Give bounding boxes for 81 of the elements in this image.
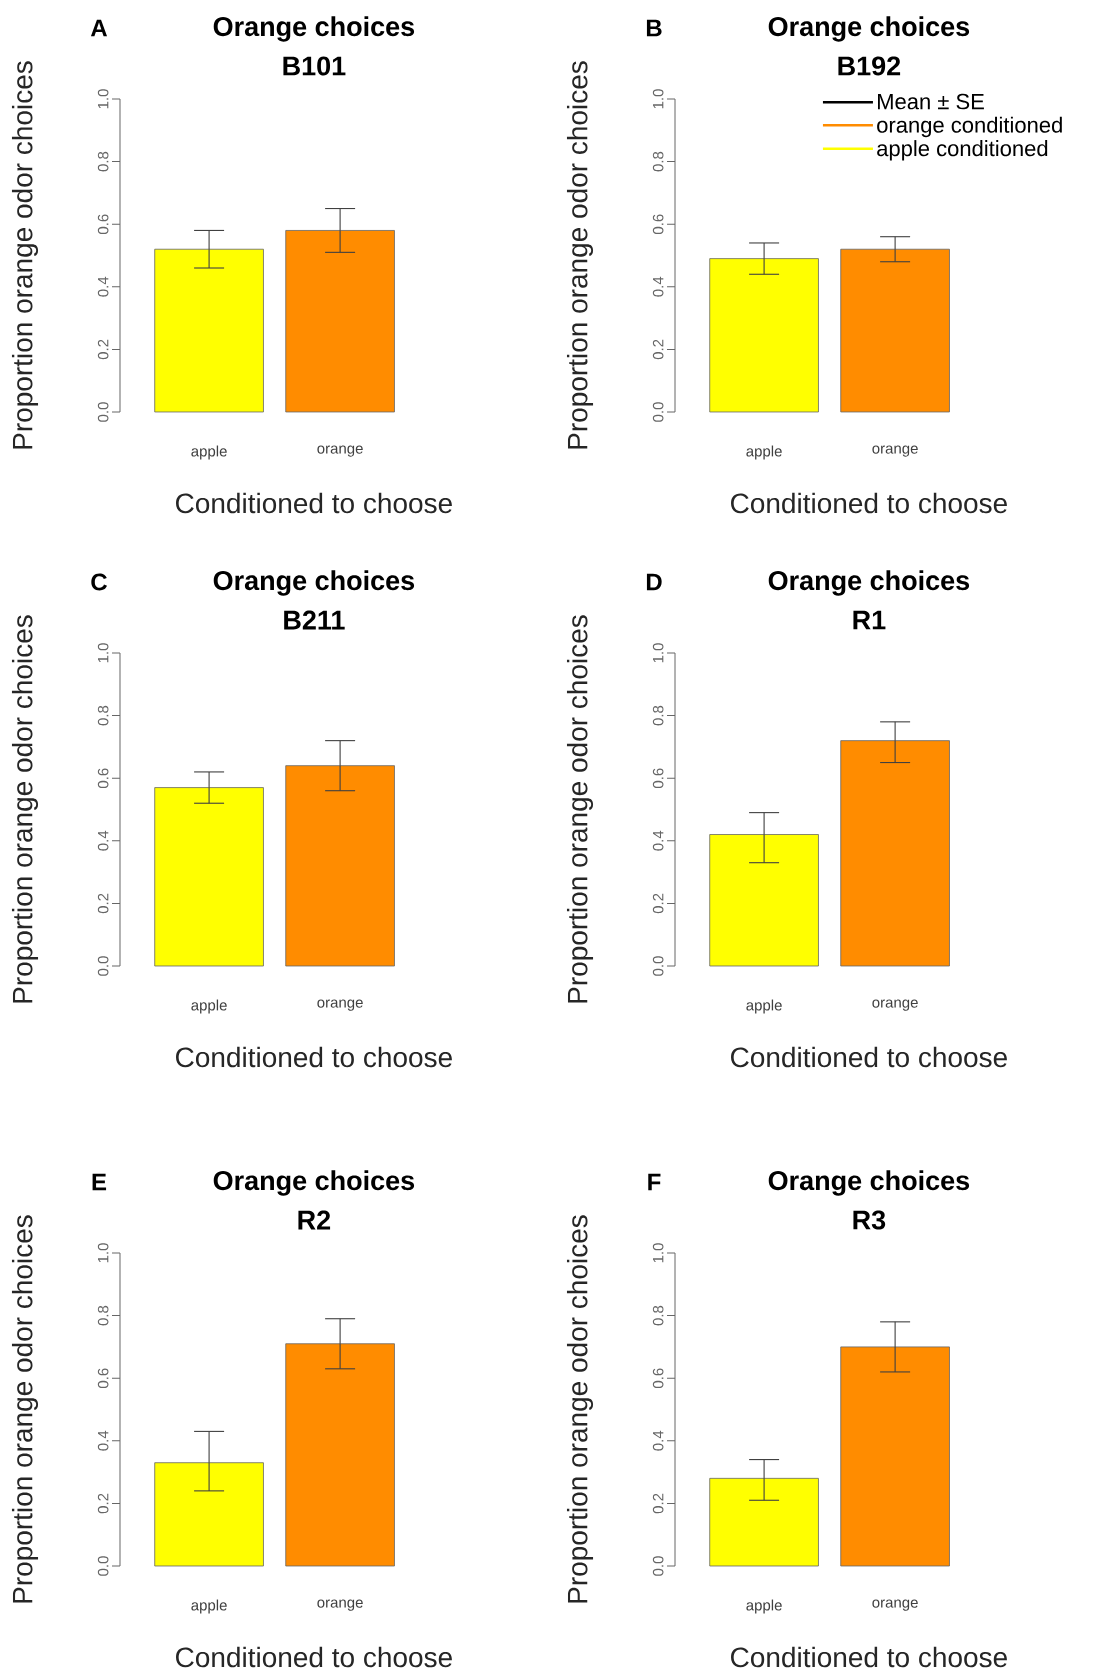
y-tick-label: 1.0 bbox=[97, 89, 109, 109]
y-tick-label: 0.0 bbox=[97, 402, 109, 422]
x-tick-label: apple bbox=[746, 1599, 782, 1614]
x-tick-label: orange bbox=[317, 999, 363, 1011]
chart-title: Orange choices bbox=[768, 16, 970, 42]
y-tick-label: 0.8 bbox=[97, 151, 109, 172]
chart-subtitle: B101 bbox=[283, 56, 346, 76]
x-tick-label: apple bbox=[191, 999, 227, 1014]
x-tick-label: orange bbox=[317, 1599, 363, 1611]
y-tick-label: 0.4 bbox=[652, 830, 664, 851]
text: F bbox=[648, 1173, 661, 1191]
x-axis-title: Conditioned to choose bbox=[731, 492, 1007, 514]
y-tick-label: 0.0 bbox=[97, 956, 109, 976]
chart-subtitle: R2 bbox=[298, 1210, 331, 1230]
y-tick-label: 0.4 bbox=[97, 276, 109, 297]
text: B bbox=[646, 19, 662, 37]
y-tick-label: 0.6 bbox=[97, 1368, 109, 1389]
y-tick-label: 0.0 bbox=[652, 956, 664, 976]
y-tick-label: 0.2 bbox=[97, 1493, 109, 1514]
x-tick-label: orange bbox=[872, 999, 918, 1011]
x-tick-label: orange bbox=[317, 445, 363, 457]
chart-subtitle: B192 bbox=[838, 56, 901, 76]
y-tick-label: 0.8 bbox=[97, 1305, 109, 1326]
chart-subtitle: R3 bbox=[853, 1210, 886, 1230]
chart-title: Orange choices bbox=[213, 570, 415, 596]
y-tick-label: 0.2 bbox=[652, 893, 664, 914]
y-axis-title: Proportion orange odor choices bbox=[11, 615, 39, 1003]
x-tick-label: apple bbox=[191, 445, 227, 460]
chart-title: Orange choices bbox=[768, 570, 970, 596]
x-axis-title: Conditioned to choose bbox=[731, 1646, 1007, 1668]
y-tick-label: 0.0 bbox=[97, 1556, 109, 1576]
chart-subtitle: R1 bbox=[853, 610, 886, 630]
chart-title: Orange choices bbox=[213, 1170, 415, 1196]
x-tick-label: apple bbox=[746, 445, 782, 460]
y-tick-label: 0.6 bbox=[97, 214, 109, 235]
y-tick-label: 0.6 bbox=[652, 214, 664, 235]
x-axis-title: Conditioned to choose bbox=[176, 492, 452, 514]
y-tick-label: 0.0 bbox=[652, 1556, 664, 1576]
x-tick-label: orange bbox=[872, 445, 918, 457]
y-tick-label: 0.4 bbox=[97, 1430, 109, 1451]
y-tick-label: 1.0 bbox=[652, 1243, 664, 1263]
y-tick-label: 0.8 bbox=[652, 151, 664, 172]
annotation: Mean ± SE bbox=[878, 93, 984, 110]
y-axis-title: Proportion orange odor choices bbox=[566, 1215, 594, 1603]
y-axis-title: Proportion orange odor choices bbox=[11, 61, 39, 449]
x-tick-label: apple bbox=[191, 1599, 227, 1614]
x-axis-title: Conditioned to choose bbox=[731, 1046, 1007, 1068]
y-tick-label: 1.0 bbox=[652, 643, 664, 663]
text: E bbox=[92, 1173, 107, 1191]
x-tick-label: apple bbox=[746, 999, 782, 1014]
y-tick-label: 0.4 bbox=[652, 1430, 664, 1451]
y-axis-title: Proportion orange odor choices bbox=[566, 615, 594, 1003]
legend-label: orange conditioned bbox=[877, 116, 1062, 138]
legend-label: apple conditioned bbox=[877, 140, 1048, 161]
x-axis-title: Conditioned to choose bbox=[176, 1646, 452, 1668]
x-axis-title: Conditioned to choose bbox=[176, 1046, 452, 1068]
y-tick-label: 0.2 bbox=[97, 339, 109, 360]
y-tick-label: 0.6 bbox=[97, 768, 109, 789]
y-tick-label: 0.8 bbox=[97, 705, 109, 726]
y-tick-label: 0.6 bbox=[652, 768, 664, 789]
text: C bbox=[91, 573, 108, 591]
y-tick-label: 0.6 bbox=[652, 1368, 664, 1389]
text: D bbox=[646, 573, 662, 591]
y-tick-label: 0.4 bbox=[97, 830, 109, 851]
y-tick-label: 0.8 bbox=[652, 1305, 664, 1326]
y-tick-label: 0.2 bbox=[652, 1493, 664, 1514]
text: A bbox=[90, 19, 108, 37]
x-tick-label: orange bbox=[872, 1599, 918, 1611]
y-tick-label: 1.0 bbox=[97, 1243, 109, 1263]
y-axis-title: Proportion orange odor choices bbox=[566, 61, 594, 449]
y-tick-label: 0.8 bbox=[652, 705, 664, 726]
chart-title: Orange choices bbox=[213, 16, 415, 42]
y-tick-label: 0.2 bbox=[97, 893, 109, 914]
chart-title: Orange choices bbox=[768, 1170, 970, 1196]
y-tick-label: 1.0 bbox=[97, 643, 109, 663]
y-tick-label: 0.0 bbox=[652, 402, 664, 422]
y-axis-title: Proportion orange odor choices bbox=[11, 1215, 39, 1603]
y-tick-label: 1.0 bbox=[652, 89, 664, 109]
y-tick-label: 0.4 bbox=[652, 276, 664, 297]
y-tick-label: 0.2 bbox=[652, 339, 664, 360]
chart-subtitle: B211 bbox=[284, 610, 345, 630]
